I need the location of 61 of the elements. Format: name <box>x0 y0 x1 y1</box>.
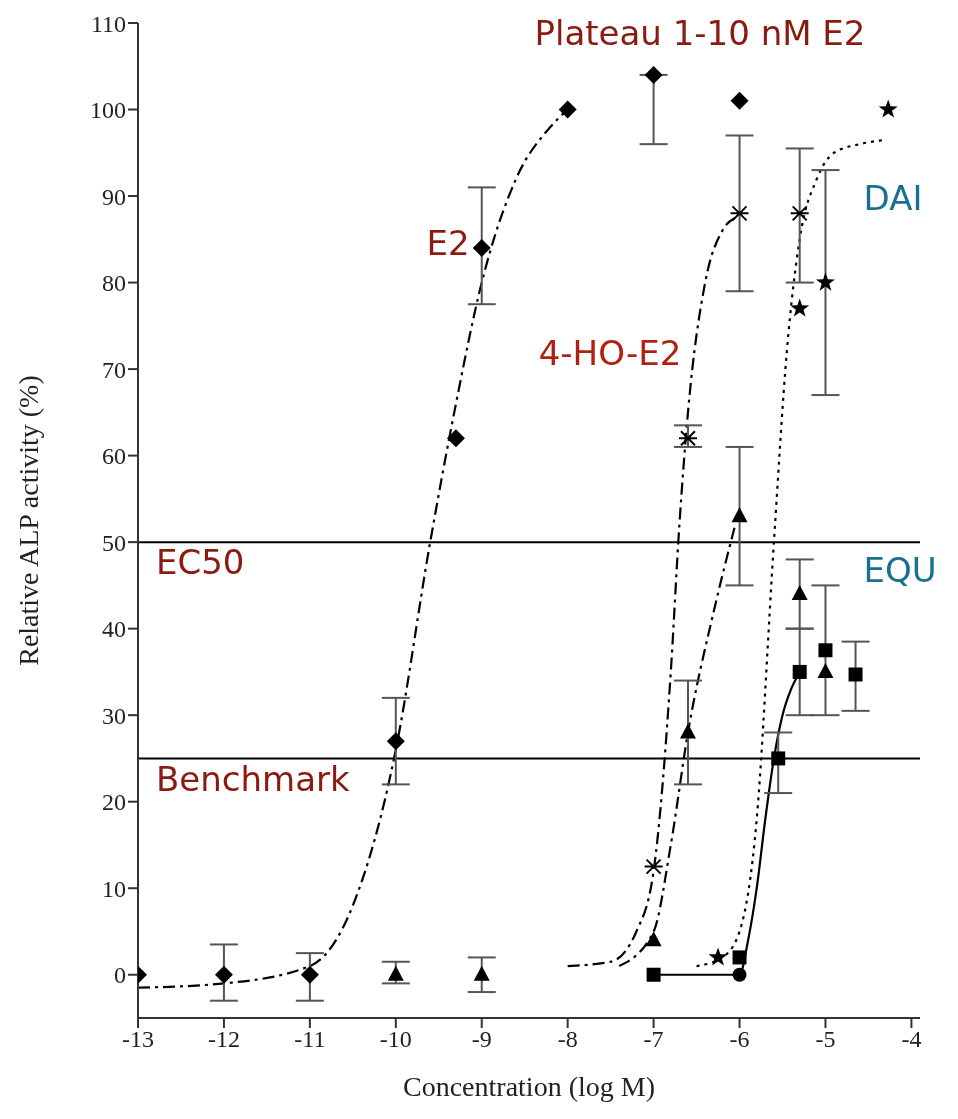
point <box>214 965 233 984</box>
point <box>771 751 786 766</box>
point <box>386 732 405 751</box>
ref-line-label: Benchmark <box>156 758 350 799</box>
point <box>815 272 835 291</box>
point <box>791 585 808 601</box>
x-tick-label: -11 <box>294 1026 326 1053</box>
point <box>558 100 577 119</box>
annotation: E2 <box>426 222 470 263</box>
point <box>789 205 810 222</box>
annotation: Plateau 1-10 nM E2 <box>534 12 866 53</box>
point <box>729 205 750 222</box>
y-tick-label: 100 <box>90 97 126 124</box>
point <box>387 965 404 981</box>
y-tick-label: 110 <box>90 10 126 37</box>
point <box>708 947 728 966</box>
point <box>732 950 747 965</box>
point <box>446 429 465 448</box>
point <box>643 858 664 875</box>
point <box>731 507 748 523</box>
x-tick-label: -10 <box>379 1026 412 1053</box>
x-tick-label: -9 <box>471 1026 492 1053</box>
y-tick-label: 0 <box>114 962 126 989</box>
point <box>818 643 833 658</box>
y-tick-label: 90 <box>102 183 126 210</box>
point <box>473 965 490 981</box>
point <box>300 965 319 984</box>
y-tick-label: 70 <box>102 356 126 383</box>
y-axis-title: Relative ALP activity (%) <box>12 375 44 666</box>
point <box>644 65 663 84</box>
point <box>646 967 661 982</box>
point <box>472 238 491 257</box>
x-tick-label: -8 <box>557 1026 578 1053</box>
x-tick-label: -7 <box>643 1026 664 1053</box>
point <box>645 931 662 947</box>
point <box>848 667 863 682</box>
y-tick-label: 30 <box>102 702 126 729</box>
point <box>817 662 834 678</box>
x-tick-label: -13 <box>122 1026 154 1053</box>
point <box>878 99 898 118</box>
y-tick-label: 60 <box>102 443 126 470</box>
x-tick-label: -12 <box>207 1026 240 1053</box>
x-tick-label: -6 <box>729 1026 750 1053</box>
point <box>679 723 696 739</box>
point <box>732 967 747 982</box>
annotation: EQU <box>863 549 937 590</box>
y-tick-label: 20 <box>102 789 126 816</box>
y-tick-label: 50 <box>102 529 126 556</box>
y-tick-label: 10 <box>102 875 126 902</box>
point <box>792 664 807 679</box>
ref-line-label: EC50 <box>156 542 245 583</box>
x-tick-label: -4 <box>901 1026 922 1053</box>
x-axis-title: Concentration (log M) <box>403 1071 655 1102</box>
annotation: 4-HO-E2 <box>538 332 682 373</box>
point <box>730 91 749 110</box>
y-tick-label: 40 <box>102 616 126 643</box>
point <box>677 430 698 447</box>
annotation: DAI <box>863 177 923 218</box>
y-tick-label: 80 <box>102 270 126 297</box>
point <box>790 298 810 317</box>
x-tick-label: -5 <box>815 1026 836 1053</box>
